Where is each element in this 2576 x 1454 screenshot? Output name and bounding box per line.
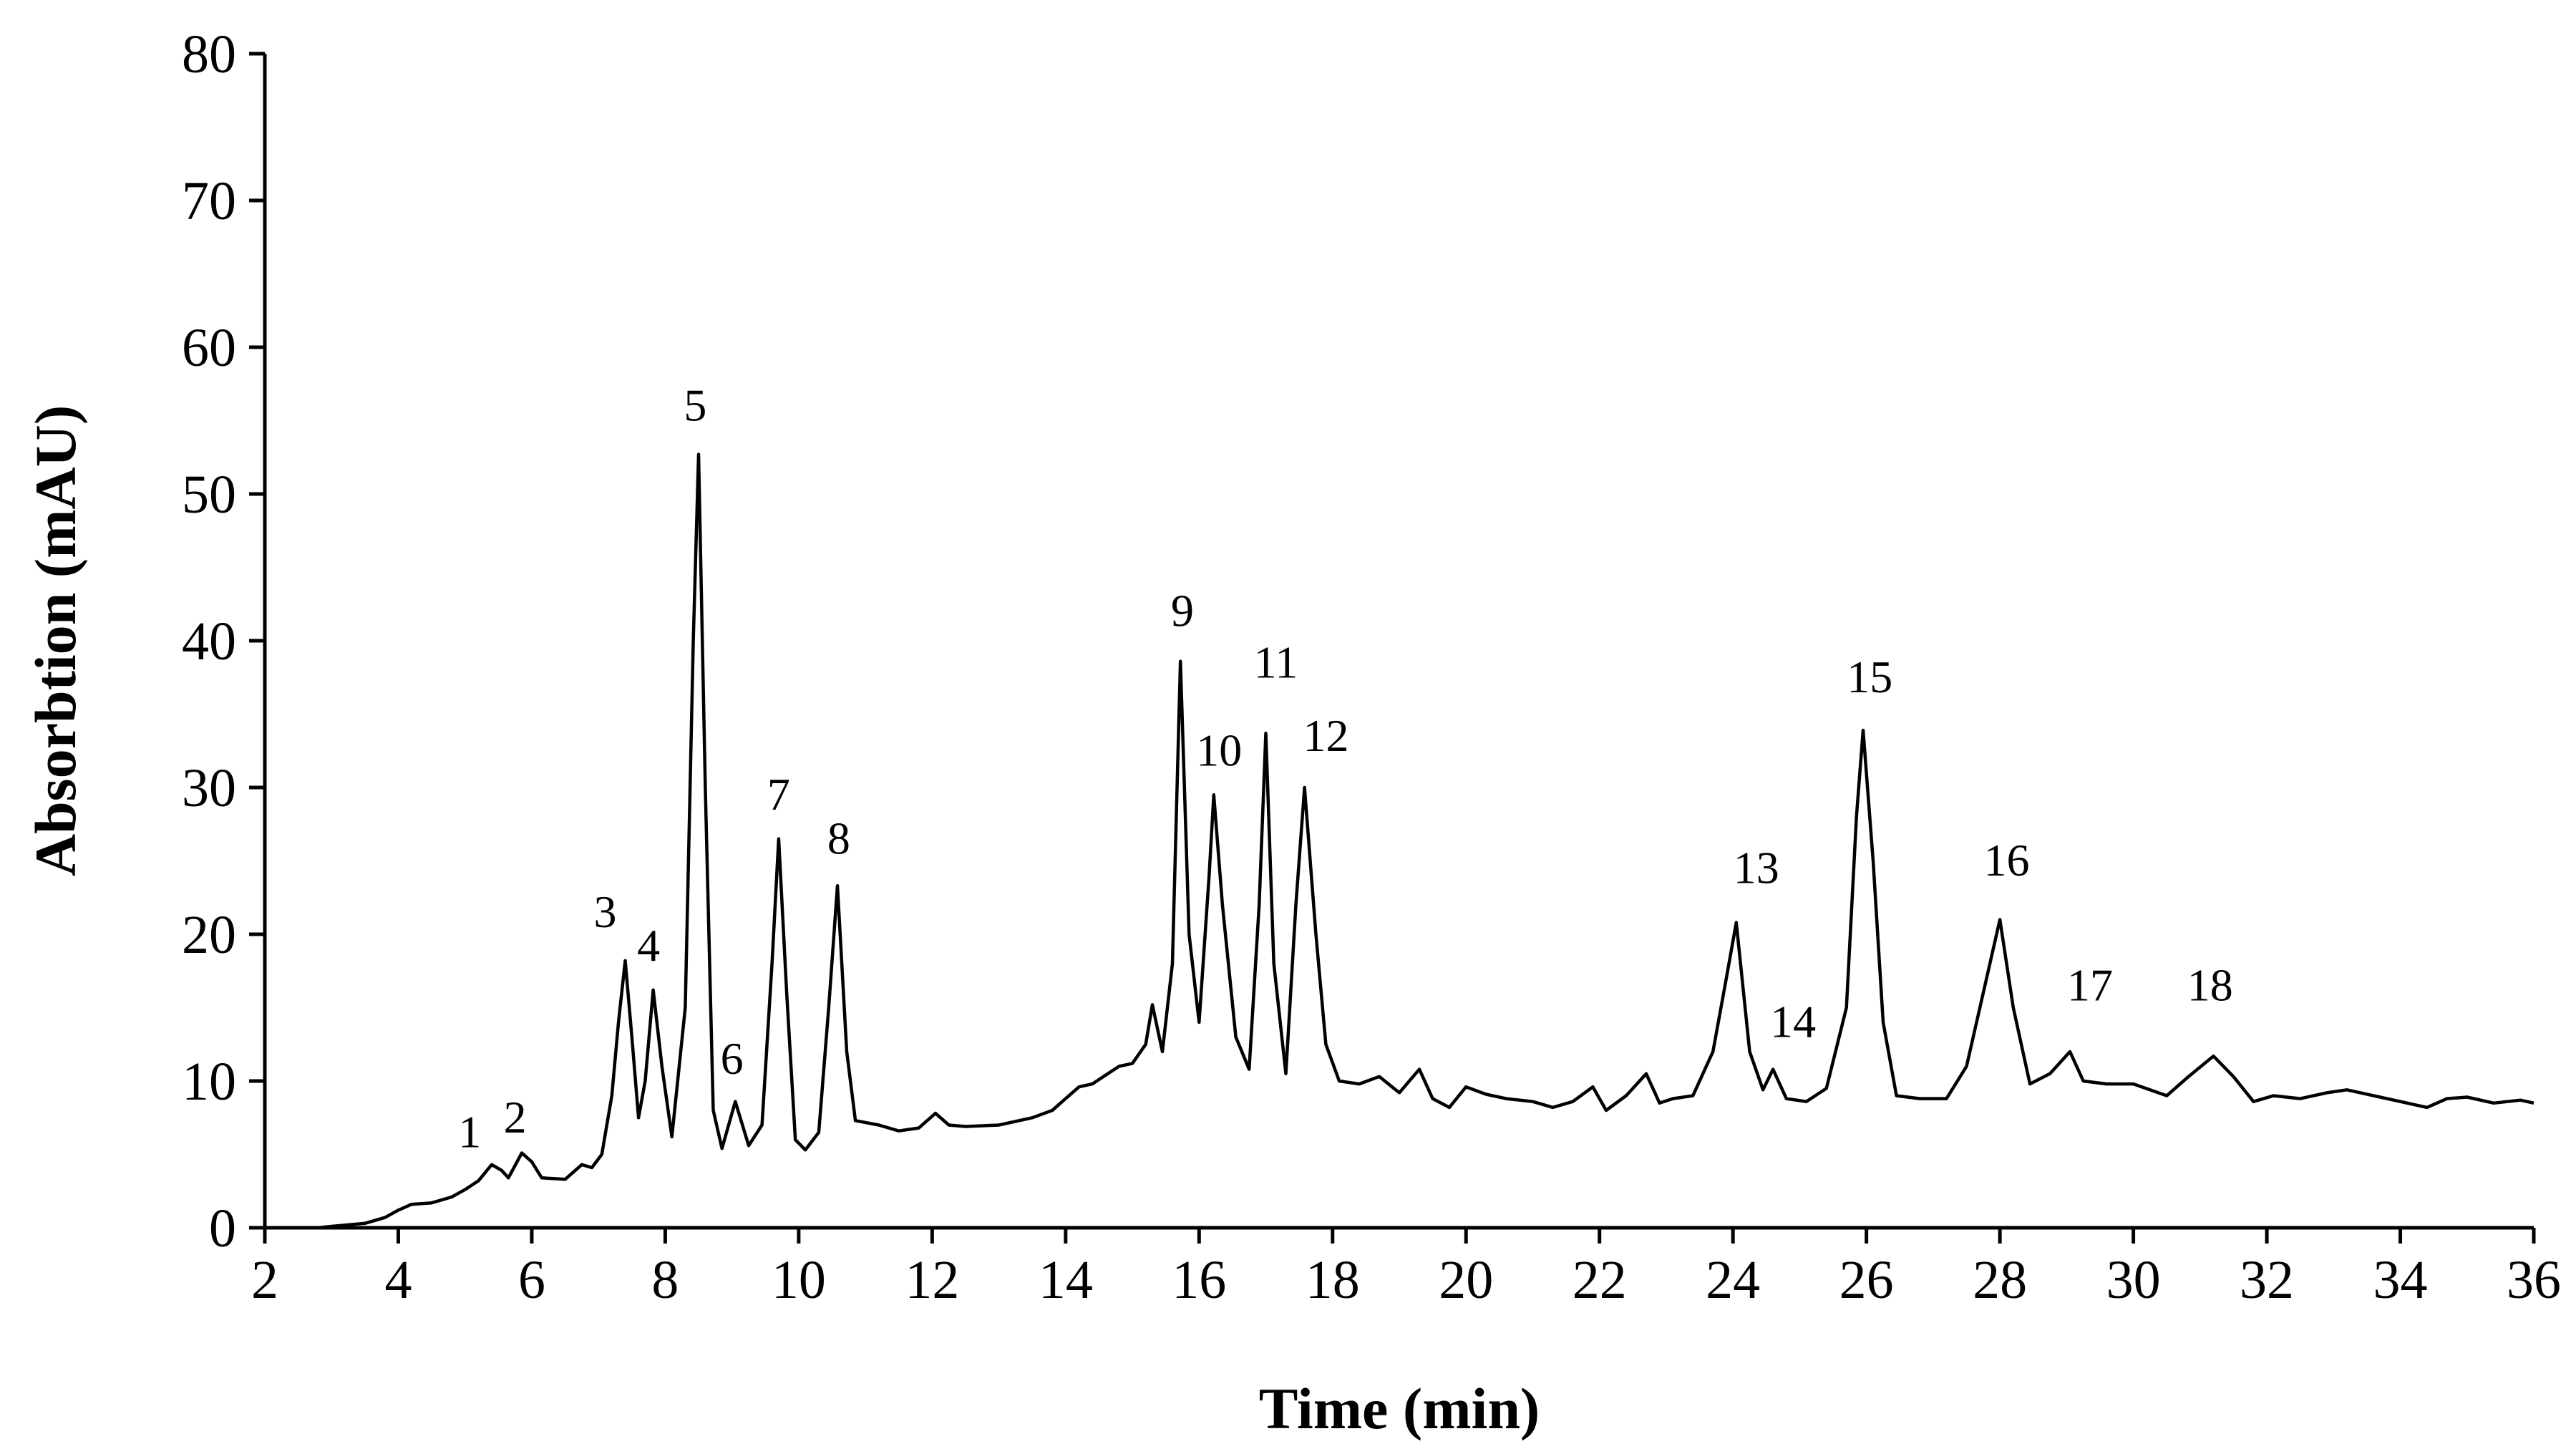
y-tick-label: 60 (182, 318, 236, 378)
peak-label: 8 (827, 813, 850, 863)
x-tick-label: 32 (2240, 1250, 2294, 1310)
x-tick-label: 14 (1039, 1250, 1093, 1310)
x-tick-label: 16 (1172, 1250, 1226, 1310)
peak-label: 7 (767, 769, 790, 820)
peak-label: 15 (1847, 651, 1892, 702)
x-tick-label: 20 (1439, 1250, 1493, 1310)
peak-label: 17 (2067, 959, 2113, 1010)
peak-label: 11 (1254, 636, 1298, 687)
x-tick-label: 8 (651, 1250, 679, 1310)
x-tick-label: 36 (2507, 1250, 2561, 1310)
peak-label: 12 (1303, 710, 1348, 761)
peak-label: 4 (637, 920, 660, 971)
chromatogram-trace (265, 452, 2534, 1230)
y-tick-label: 70 (182, 171, 236, 231)
x-tick-label: 10 (772, 1250, 826, 1310)
x-tick-label: 26 (1839, 1250, 1894, 1310)
x-tick-label: 12 (905, 1250, 959, 1310)
y-axis-ticks: 0 10 20 30 40 50 60 70 80 (182, 24, 265, 1259)
peak-label: 13 (1734, 842, 1779, 893)
x-tick-label: 2 (251, 1250, 278, 1310)
peak-label: 18 (2187, 959, 2233, 1010)
x-tick-label: 28 (1973, 1250, 2027, 1310)
x-axis-ticks: 2 4 6 8 10 12 14 16 18 20 22 24 26 28 30 32 34 36 (251, 1228, 2561, 1310)
y-tick-label: 10 (182, 1052, 236, 1112)
x-tick-label: 6 (518, 1250, 545, 1310)
peak-label: 9 (1171, 586, 1194, 636)
y-tick-label: 50 (182, 465, 236, 525)
peak-label: 10 (1196, 724, 1242, 775)
y-tick-label: 40 (182, 611, 236, 672)
peak-label: 5 (684, 380, 706, 431)
x-tick-label: 24 (1706, 1250, 1760, 1310)
x-tick-label: 18 (1306, 1250, 1360, 1310)
x-axis-title: Time (min) (1259, 1376, 1540, 1441)
x-tick-label: 22 (1573, 1250, 1627, 1310)
x-tick-label: 4 (384, 1250, 412, 1310)
x-tick-label: 34 (2373, 1250, 2428, 1310)
peak-label: 16 (1983, 835, 2029, 886)
y-axis-title: Absorbtion (mAU) (23, 405, 88, 876)
y-tick-label: 20 (182, 905, 236, 965)
peak-label: 1 (458, 1106, 481, 1157)
y-tick-label: 30 (182, 758, 236, 818)
peak-label: 3 (594, 886, 617, 937)
peak-label: 2 (504, 1092, 527, 1143)
y-tick-label: 0 (209, 1198, 236, 1259)
x-tick-label: 30 (2106, 1250, 2161, 1310)
y-tick-label: 80 (182, 24, 236, 84)
peak-label: 14 (1770, 997, 1816, 1047)
peak-label: 6 (721, 1033, 744, 1084)
